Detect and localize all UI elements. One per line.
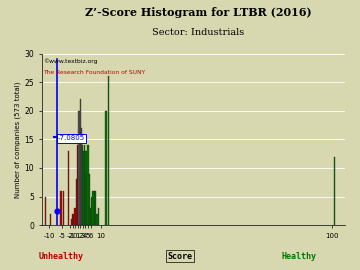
Bar [91,197,93,225]
Text: ©www.textbiz.org: ©www.textbiz.org [43,58,98,64]
Bar [98,208,99,225]
Text: Unhealthy: Unhealthy [39,252,84,261]
Bar [82,145,84,225]
Bar [77,145,78,225]
Text: -7.0805: -7.0805 [58,135,85,141]
Bar [84,145,85,225]
Bar [105,111,107,225]
Bar [45,197,46,225]
Bar [94,191,95,225]
Bar [90,208,91,225]
Bar [63,191,64,225]
Bar [89,174,90,225]
Bar [60,191,62,225]
Text: Score: Score [167,252,193,261]
Bar [84,151,85,225]
Bar [80,99,81,225]
Bar [334,157,335,225]
Bar [68,151,69,225]
Text: The Research Foundation of SUNY: The Research Foundation of SUNY [43,70,145,75]
Bar [95,191,96,225]
Bar [85,151,87,225]
Bar [108,76,109,225]
Text: Sector: Industrials: Sector: Industrials [152,28,244,37]
Text: Z’-Score Histogram for LTBR (2016): Z’-Score Histogram for LTBR (2016) [85,7,311,18]
Bar [50,214,51,225]
Text: Healthy: Healthy [281,252,316,261]
Bar [85,151,86,225]
Bar [81,128,82,225]
Bar [87,145,89,225]
Bar [86,174,87,225]
Bar [73,214,75,225]
Bar [72,214,73,225]
Bar [96,214,98,225]
Bar [75,208,76,225]
Bar [76,179,77,225]
Y-axis label: Number of companies (573 total): Number of companies (573 total) [15,81,22,198]
Bar [78,111,80,225]
Bar [93,191,94,225]
Bar [71,220,72,225]
